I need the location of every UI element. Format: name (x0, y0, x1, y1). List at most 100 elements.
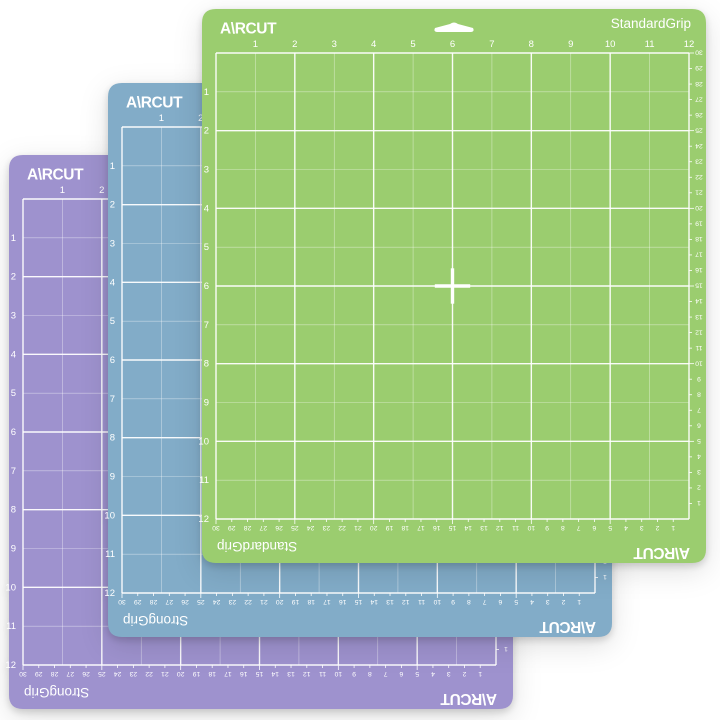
svg-text:1: 1 (110, 161, 115, 172)
svg-text:28: 28 (695, 80, 703, 87)
svg-text:19: 19 (385, 524, 393, 531)
svg-text:8: 8 (467, 598, 471, 605)
svg-text:13: 13 (695, 313, 703, 320)
svg-text:13: 13 (480, 524, 488, 531)
svg-text:2: 2 (110, 200, 115, 211)
svg-text:2: 2 (11, 272, 16, 283)
svg-text:19: 19 (291, 598, 299, 605)
svg-text:4: 4 (11, 349, 16, 360)
svg-text:8: 8 (529, 39, 534, 50)
svg-text:23: 23 (228, 598, 236, 605)
svg-text:3: 3 (11, 311, 16, 322)
svg-text:22: 22 (338, 524, 346, 531)
svg-text:10: 10 (527, 524, 535, 531)
svg-text:2: 2 (462, 670, 466, 677)
svg-text:23: 23 (695, 157, 703, 164)
svg-text:1: 1 (253, 39, 258, 50)
svg-text:9: 9 (110, 472, 115, 483)
svg-text:21: 21 (354, 524, 362, 531)
svg-text:5: 5 (11, 388, 16, 399)
svg-text:3: 3 (332, 39, 337, 50)
svg-text:16: 16 (339, 598, 347, 605)
svg-text:3: 3 (546, 598, 550, 605)
svg-text:7: 7 (489, 39, 494, 50)
svg-text:6: 6 (592, 524, 596, 531)
svg-text:25: 25 (98, 670, 106, 677)
svg-text:14: 14 (370, 598, 378, 605)
svg-text:A\RCUT: A\RCUT (539, 618, 596, 635)
svg-text:1: 1 (577, 598, 581, 605)
svg-text:30: 30 (118, 598, 126, 605)
svg-text:15: 15 (355, 598, 363, 605)
svg-text:10: 10 (198, 436, 209, 447)
svg-text:22: 22 (145, 670, 153, 677)
svg-text:12: 12 (104, 588, 115, 599)
svg-text:8: 8 (110, 433, 115, 444)
svg-text:25: 25 (695, 126, 703, 133)
svg-text:21: 21 (161, 670, 169, 677)
svg-text:1: 1 (504, 645, 508, 652)
svg-text:1: 1 (478, 670, 482, 677)
svg-text:12: 12 (695, 328, 703, 335)
svg-text:2: 2 (99, 185, 104, 196)
svg-text:5: 5 (514, 598, 518, 605)
svg-text:3: 3 (204, 165, 209, 176)
svg-text:16: 16 (695, 266, 703, 273)
svg-text:14: 14 (695, 297, 703, 304)
svg-text:30: 30 (695, 49, 703, 56)
svg-text:A\RCUT: A\RCUT (440, 690, 497, 707)
svg-text:13: 13 (287, 670, 295, 677)
svg-text:14: 14 (464, 524, 472, 531)
svg-text:12: 12 (198, 514, 209, 525)
svg-text:27: 27 (259, 524, 267, 531)
svg-text:1: 1 (671, 524, 675, 531)
svg-text:26: 26 (181, 598, 189, 605)
svg-text:9: 9 (204, 398, 209, 409)
svg-text:15: 15 (256, 670, 264, 677)
svg-text:7: 7 (483, 598, 487, 605)
svg-text:1: 1 (159, 113, 164, 124)
svg-text:8: 8 (11, 505, 16, 516)
svg-text:20: 20 (695, 204, 703, 211)
svg-text:16: 16 (433, 524, 441, 531)
svg-text:27: 27 (66, 670, 74, 677)
svg-text:23: 23 (129, 670, 137, 677)
svg-text:6: 6 (110, 355, 115, 366)
svg-text:4: 4 (110, 277, 115, 288)
svg-text:2: 2 (655, 524, 659, 531)
svg-text:22: 22 (695, 173, 703, 180)
svg-text:4: 4 (697, 453, 701, 460)
svg-text:17: 17 (417, 524, 425, 531)
svg-text:7: 7 (577, 524, 581, 531)
svg-text:6: 6 (11, 427, 16, 438)
svg-text:19: 19 (192, 670, 200, 677)
svg-text:2: 2 (292, 39, 297, 50)
svg-text:A\RCUT: A\RCUT (126, 94, 183, 111)
svg-text:11: 11 (695, 344, 702, 351)
svg-text:1: 1 (11, 233, 16, 244)
svg-text:10: 10 (5, 582, 16, 593)
svg-text:25: 25 (291, 524, 299, 531)
svg-text:21: 21 (260, 598, 268, 605)
svg-text:12: 12 (684, 39, 695, 50)
svg-text:10: 10 (334, 670, 342, 677)
svg-text:6: 6 (697, 421, 701, 428)
svg-text:29: 29 (134, 598, 142, 605)
svg-text:25: 25 (197, 598, 205, 605)
svg-text:27: 27 (695, 95, 703, 102)
svg-text:5: 5 (415, 670, 419, 677)
svg-text:9: 9 (697, 375, 701, 382)
svg-text:22: 22 (244, 598, 252, 605)
svg-text:24: 24 (695, 142, 703, 149)
svg-text:6: 6 (204, 281, 209, 292)
svg-text:11: 11 (199, 475, 209, 486)
svg-text:10: 10 (433, 598, 441, 605)
svg-text:29: 29 (695, 64, 703, 71)
svg-text:1: 1 (60, 185, 65, 196)
svg-text:2: 2 (697, 484, 701, 491)
svg-text:3: 3 (640, 524, 644, 531)
svg-text:12: 12 (402, 598, 410, 605)
svg-text:11: 11 (512, 524, 519, 531)
svg-text:6: 6 (498, 598, 502, 605)
svg-text:1: 1 (603, 573, 607, 580)
